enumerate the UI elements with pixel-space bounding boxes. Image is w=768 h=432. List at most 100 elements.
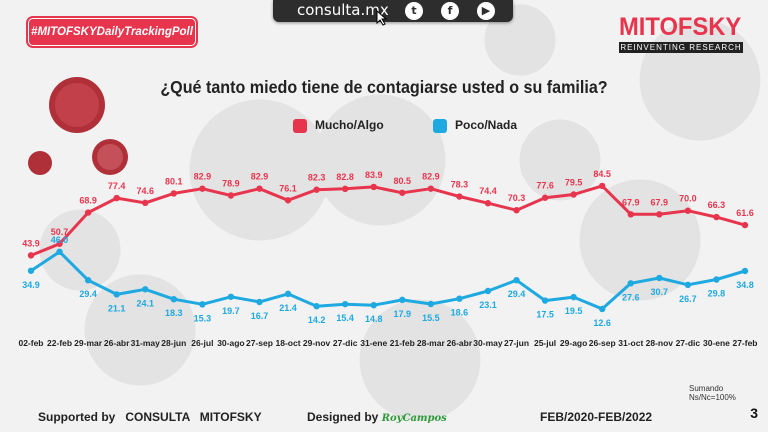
x-tick-label: 21-feb: [390, 338, 415, 348]
data-point-1-11: [341, 300, 349, 308]
series-line-1: [30, 250, 746, 311]
legend-label-mucho: Mucho/Algo: [315, 118, 384, 132]
x-tick-label: 31-oct: [618, 338, 643, 348]
x-tick-label: 27-jun: [504, 338, 529, 348]
data-point-0-6: [199, 185, 206, 192]
data-point-0-15: [456, 193, 463, 200]
footer-supported: Supported by CONSULTA MITOFSKY: [38, 410, 262, 424]
data-point-0-0: [27, 252, 35, 259]
data-label-1-15: 18.6: [451, 308, 469, 318]
x-tick-label: 27-sep: [246, 338, 273, 348]
youtube-icon[interactable]: ▶: [477, 2, 495, 20]
data-point-0-8: [256, 185, 263, 192]
data-label-1-19: 19.5: [565, 306, 583, 316]
data-label-0-23: 70.0: [679, 194, 697, 204]
data-label-0-19: 79.5: [565, 177, 583, 187]
data-point-0-12: [370, 183, 377, 191]
x-tick-label: 29-ago: [560, 338, 587, 348]
x-tick-label: 28-jun: [161, 338, 186, 348]
x-tick-label: 30-may: [473, 338, 503, 348]
data-point-1-6: [199, 301, 206, 308]
legend-swatch-poco: [433, 118, 447, 133]
data-point-1-3: [113, 291, 120, 298]
data-label-0-1: 50.7: [51, 227, 69, 237]
data-label-0-4: 74.6: [136, 186, 154, 196]
data-point-1-9: [284, 290, 292, 298]
data-point-1-18: [541, 297, 549, 304]
data-point-0-21: [627, 211, 634, 218]
data-label-0-25: 61.6: [736, 208, 754, 218]
data-label-0-15: 78.3: [451, 180, 469, 190]
data-label-0-7: 78.9: [222, 179, 240, 189]
data-point-1-25: [741, 267, 749, 275]
data-point-0-25: [741, 221, 749, 229]
data-point-0-10: [313, 186, 320, 193]
data-label-0-9: 76.1: [279, 183, 297, 193]
series-line-0: [30, 184, 746, 257]
data-point-1-24: [713, 276, 720, 283]
data-point-0-24: [713, 213, 720, 221]
data-label-0-0: 43.9: [22, 238, 40, 248]
data-point-0-5: [170, 190, 177, 197]
data-label-1-11: 15.4: [336, 313, 354, 323]
designer-name: RoyCampos: [381, 413, 447, 424]
x-tick-label: 30-ene: [703, 338, 730, 348]
data-point-1-4: [142, 286, 149, 293]
site-link[interactable]: consulta.mx: [297, 1, 389, 19]
data-label-0-8: 82.9: [251, 172, 269, 182]
data-point-1-1: [56, 248, 63, 255]
data-point-0-18: [541, 194, 549, 201]
data-label-0-16: 74.4: [479, 186, 497, 196]
x-tick-label: 26-abr: [447, 338, 473, 348]
footer-designed: Designed by RoyCampos: [307, 410, 447, 424]
data-label-1-24: 29.8: [708, 289, 726, 299]
data-label-1-23: 26.7: [679, 294, 697, 304]
data-label-0-2: 68.9: [79, 196, 97, 206]
chart-title: ¿Qué tanto miedo tiene de contagiarse us…: [160, 77, 608, 97]
x-tick-label: 22-feb: [47, 338, 72, 348]
data-point-1-19: [570, 293, 577, 301]
data-point-0-19: [570, 191, 577, 198]
data-label-1-0: 34.9: [22, 280, 40, 290]
data-label-0-5: 80.1: [165, 176, 183, 186]
brand-logo: MITOFSKY REINVENTING RESEARCH: [619, 14, 747, 53]
data-label-1-10: 14.2: [308, 315, 326, 325]
footer-period: FEB/2020-FEB/2022: [540, 410, 653, 424]
data-label-1-2: 29.4: [79, 289, 97, 299]
data-label-0-13: 80.5: [394, 176, 412, 186]
x-tick-label: 27-dic: [333, 338, 358, 348]
data-label-0-21: 67.9: [622, 197, 640, 207]
data-label-1-22: 30.7: [651, 287, 669, 297]
legend-swatch-mucho: [293, 118, 307, 133]
data-point-1-16: [484, 287, 492, 295]
data-point-1-22: [656, 274, 663, 282]
data-point-1-17: [513, 276, 520, 284]
data-label-1-21: 27.6: [622, 292, 640, 302]
twitter-icon[interactable]: t: [405, 2, 423, 20]
data-label-0-22: 67.9: [651, 197, 669, 207]
data-label-0-14: 82.9: [422, 172, 440, 182]
data-label-0-12: 83.9: [365, 170, 383, 180]
legend-item-poco: Poco/Nada: [433, 116, 517, 134]
facebook-icon[interactable]: f: [441, 2, 459, 20]
page-number: 3: [750, 405, 758, 421]
designed-label: Designed by: [307, 410, 379, 424]
data-label-0-6: 82.9: [194, 172, 212, 182]
data-label-0-11: 82.8: [336, 172, 354, 182]
data-point-0-3: [113, 194, 120, 202]
data-point-1-21: [627, 280, 634, 287]
x-tick-label: 18-oct: [276, 338, 301, 348]
data-point-1-20: [599, 305, 606, 313]
hashtag-badge: #MITOFSKYDailyTrackingPoll: [28, 18, 196, 46]
brand-name: MITOFSKY: [619, 13, 742, 41]
data-point-1-10: [313, 303, 320, 310]
x-tick-label: 27-feb: [732, 338, 757, 348]
data-point-1-23: [684, 281, 692, 289]
x-tick-label: 28-mar: [417, 338, 446, 348]
data-label-1-4: 24.1: [136, 298, 154, 308]
data-label-1-20: 12.6: [593, 318, 611, 328]
data-label-1-16: 23.1: [479, 300, 497, 310]
data-point-0-20: [599, 182, 606, 190]
data-point-0-17: [513, 207, 520, 214]
